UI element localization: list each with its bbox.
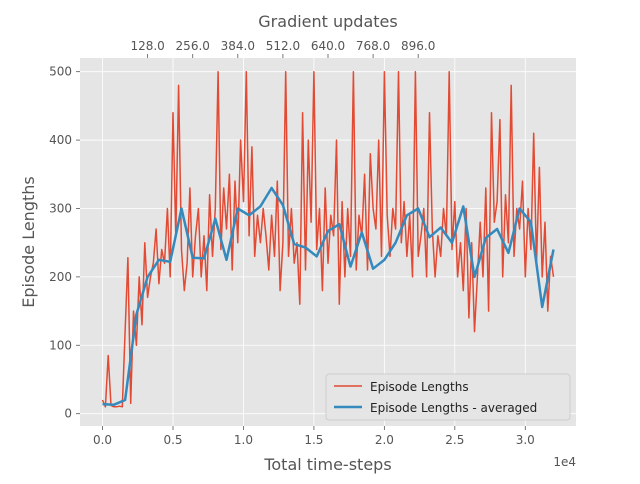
y-tick-label: 500 xyxy=(49,65,72,79)
x-tick-label: 3.0 xyxy=(516,433,535,447)
y-tick-label: 300 xyxy=(49,201,72,215)
legend-label-averaged: Episode Lengths - averaged xyxy=(370,401,537,415)
secondary-x-axis-label: Gradient updates xyxy=(258,12,397,31)
y-axis-label: Episode Lengths xyxy=(19,176,38,307)
x-tick-label: 2.5 xyxy=(445,433,464,447)
y-tick-label: 200 xyxy=(49,270,72,284)
secondary-x-tick-label: 768.0 xyxy=(356,39,390,53)
y-tick-label: 0 xyxy=(64,407,72,421)
y-tick-label: 100 xyxy=(49,338,72,352)
secondary-x-tick-label: 256.0 xyxy=(176,39,210,53)
legend-box xyxy=(325,373,571,421)
x-tick-label: 0.5 xyxy=(163,433,182,447)
x-tick-label: 0.0 xyxy=(93,433,112,447)
x-axis-offset-label: 1e4 xyxy=(553,455,576,469)
secondary-x-tick-label: 896.0 xyxy=(401,39,435,53)
legend-label-raw: Episode Lengths xyxy=(370,380,469,394)
axis-layer: 0.0 0.5 1.0 1.5 2.0 2.5 3.0 0 100 200 300 400 500 128… xyxy=(49,39,535,447)
series-layer xyxy=(101,70,555,408)
x-tick-label: 1.0 xyxy=(234,433,253,447)
secondary-x-tick-label: 512.0 xyxy=(266,39,300,53)
x-tick-label: 2.0 xyxy=(375,433,394,447)
secondary-x-tick-label: 128.0 xyxy=(130,39,164,53)
plot-background xyxy=(80,58,576,426)
series-line-raw xyxy=(101,70,555,408)
y-tick-label: 400 xyxy=(49,133,72,147)
legend: Episode Lengths Episode Lengths - averag… xyxy=(325,373,571,421)
series-line-averaged xyxy=(102,186,555,407)
x-axis-label: Total time-steps xyxy=(263,455,391,474)
x-tick-label: 1.5 xyxy=(304,433,323,447)
secondary-x-tick-label: 640.0 xyxy=(311,39,345,53)
secondary-x-tick-label: 384.0 xyxy=(221,39,255,53)
